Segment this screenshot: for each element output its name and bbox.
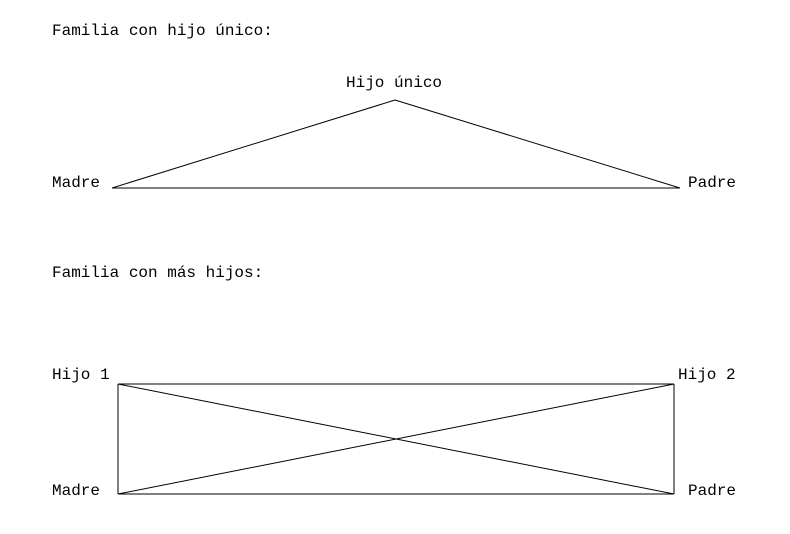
family-rectangle-diagram	[0, 0, 790, 534]
